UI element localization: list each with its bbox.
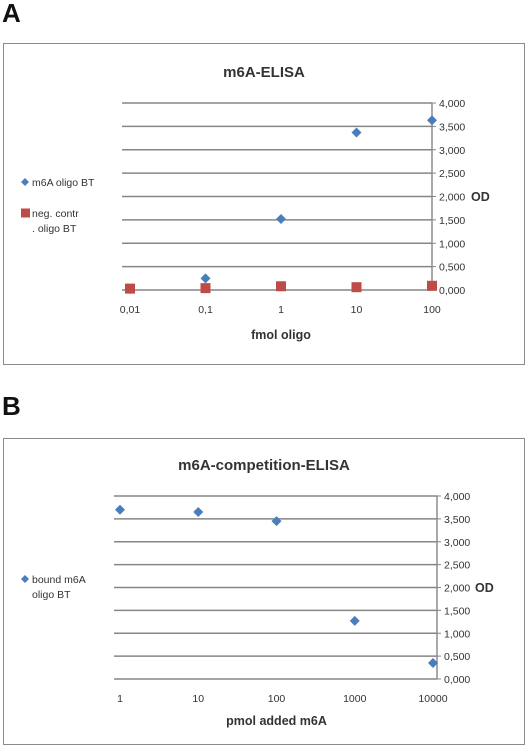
chart-title: m6A-competition-ELISA — [178, 457, 350, 474]
x-tick-label: 0,01 — [120, 304, 141, 316]
chart-title: m6A-ELISA — [223, 64, 305, 81]
x-tick-label: 100 — [423, 304, 441, 316]
x-tick-label: 10 — [351, 304, 363, 316]
panel-label-b: B — [2, 391, 21, 421]
legend-label: bound m6A — [32, 574, 86, 586]
legend-marker-square — [21, 208, 30, 218]
legend-marker-diamond — [21, 575, 29, 583]
y-tick-label: 1,000 — [439, 238, 465, 250]
data-point-square — [276, 281, 286, 292]
data-point-diamond — [427, 115, 437, 126]
data-point-square — [427, 280, 437, 291]
x-axis-title: fmol oligo — [251, 328, 311, 342]
x-tick-label: 1 — [278, 304, 284, 316]
y-tick-label: 0,500 — [439, 262, 465, 274]
data-point-square — [351, 282, 362, 293]
x-tick-label: 0,1 — [198, 304, 213, 316]
data-point-diamond — [276, 213, 286, 224]
legend-label: neg. contr — [32, 208, 79, 220]
data-point-diamond — [428, 657, 438, 668]
x-tick-label: 10 — [192, 693, 204, 705]
data-point-diamond — [349, 615, 360, 626]
chart-frame-b — [3, 438, 525, 745]
data-point-diamond — [193, 507, 204, 518]
y-tick-label: 3,500 — [444, 514, 470, 526]
y-tick-label: 3,000 — [439, 145, 465, 157]
panel-label-a: A — [2, 0, 21, 28]
chart-frame-a — [3, 43, 525, 365]
y-axis-title: OD — [475, 581, 494, 595]
y-tick-label: 3,500 — [439, 121, 465, 133]
x-tick-label: 1 — [117, 693, 123, 705]
y-tick-label: 4,000 — [444, 491, 470, 503]
y-tick-label: 1,500 — [444, 605, 470, 617]
x-tick-label: 100 — [268, 693, 286, 705]
y-tick-label: 0,000 — [439, 285, 465, 297]
y-tick-label: 1,500 — [439, 215, 465, 227]
data-point-diamond — [271, 516, 282, 527]
data-point-square — [125, 283, 135, 294]
y-tick-label: 2,500 — [444, 560, 470, 572]
data-point-diamond — [200, 273, 211, 284]
x-axis-title: pmol added m6A — [226, 714, 327, 728]
data-point-square — [200, 283, 211, 294]
y-tick-label: 2,000 — [444, 583, 470, 595]
legend-label: m6A oligo BT — [32, 177, 95, 189]
y-tick-label: 2,000 — [439, 192, 465, 204]
legend-label: . oligo BT — [32, 223, 77, 235]
x-tick-label: 10000 — [418, 693, 447, 705]
y-tick-label: 3,000 — [444, 537, 470, 549]
data-point-diamond — [351, 127, 362, 138]
y-tick-label: 1,000 — [444, 628, 470, 640]
y-tick-label: 4,000 — [439, 98, 465, 110]
legend-marker-diamond — [21, 178, 29, 186]
y-axis-title: OD — [471, 190, 490, 204]
data-point-diamond — [115, 504, 125, 515]
y-tick-label: 0,000 — [444, 674, 470, 686]
legend-label: oligo BT — [32, 589, 71, 601]
y-tick-label: 0,500 — [444, 651, 470, 663]
elisa-chart: m6A-ELISA 4,000 3,500 3,000 2,500 2,000 1,500 1… — [21, 64, 490, 342]
x-tick-label: 1000 — [343, 693, 367, 705]
y-tick-label: 2,500 — [439, 168, 465, 180]
